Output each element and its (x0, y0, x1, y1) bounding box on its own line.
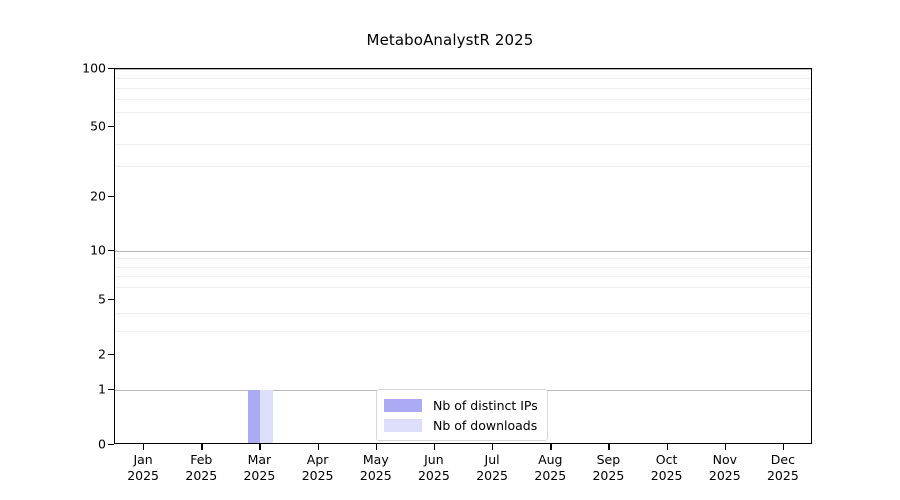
y-tick-mark (108, 68, 114, 70)
x-tick-year: 2025 (650, 468, 683, 483)
legend-swatch-downloads (384, 418, 422, 432)
x-tick-label: Oct 2025 (627, 452, 707, 484)
gridline-minor (115, 87, 811, 89)
gridline-minor (115, 276, 811, 278)
legend-swatch-distinct-ips (384, 398, 422, 412)
x-tick-mark (550, 444, 552, 450)
x-tick-year: 2025 (417, 468, 450, 483)
x-tick-label: Jan 2025 (103, 452, 183, 484)
y-tick-mark (108, 126, 114, 128)
gridline-minor (115, 144, 811, 145)
y-tick-mark (108, 444, 114, 446)
y-tick-label: 2 (98, 346, 106, 362)
y-tick-label: 100 (82, 60, 106, 76)
x-tick-mark (259, 444, 261, 450)
plot-area (114, 68, 812, 444)
x-tick-year: 2025 (476, 468, 508, 483)
legend-item: Nb of distinct IPs (384, 395, 538, 415)
y-tick-label: 0 (98, 436, 106, 452)
x-tick-year: 2025 (534, 468, 567, 483)
x-tick-label: Feb 2025 (161, 452, 241, 484)
x-tick-month: Sep (596, 452, 621, 467)
legend-label: Nb of downloads (433, 417, 538, 433)
x-tick-month: May (362, 452, 389, 467)
y-tick-mark (108, 299, 114, 301)
x-tick-month: Aug (538, 452, 563, 467)
gridline-minor (115, 77, 811, 79)
x-tick-year: 2025 (185, 468, 218, 483)
gridline-minor (115, 266, 811, 268)
y-tick-mark (108, 196, 114, 198)
x-tick-month: Dec (770, 452, 795, 467)
x-tick-mark (201, 444, 203, 450)
x-tick-label: Sep 2025 (568, 452, 648, 484)
x-tick-month: Mar (247, 452, 272, 467)
x-tick-month: Oct (655, 452, 678, 467)
bar-series-layer (115, 69, 811, 443)
x-tick-label: May 2025 (336, 452, 416, 484)
x-tick-label: Mar 2025 (219, 452, 299, 484)
x-tick-year: 2025 (243, 468, 276, 483)
gridline-minor (115, 313, 811, 315)
y-tick-mark (108, 389, 114, 391)
y-tick-label: 1 (98, 381, 106, 397)
x-tick-month: Apr (306, 452, 329, 467)
x-tick-month: Nov (712, 452, 737, 467)
y-tick-label: 50 (90, 118, 106, 134)
x-tick-mark (317, 444, 319, 450)
legend-item: Nb of downloads (384, 415, 538, 435)
gridline-minor (115, 287, 811, 289)
x-tick-mark (375, 444, 378, 450)
x-tick-year: 2025 (592, 468, 625, 483)
y-tick-mark (108, 354, 114, 356)
legend-label: Nb of distinct IPs (433, 397, 538, 413)
x-tick-mark (492, 444, 494, 450)
x-tick-mark (782, 444, 785, 450)
x-tick-year: 2025 (766, 468, 799, 483)
gridline-major (115, 69, 811, 70)
gridline-major (115, 251, 811, 252)
x-tick-mark (666, 444, 668, 450)
y-axis-tick-labels: 100 50 20 10 5 2 1 0 (58, 61, 106, 452)
chart-title: MetaboAnalystR 2025 (366, 31, 534, 49)
x-tick-label: Apr 2025 (278, 452, 358, 484)
x-tick-year: 2025 (301, 468, 334, 483)
gridline-minor (115, 111, 811, 113)
x-tick-month: Jun (424, 452, 444, 467)
x-tick-month: Jul (484, 452, 500, 467)
gridline-minor (115, 330, 811, 332)
x-tick-label: Aug 2025 (510, 452, 590, 484)
x-tick-mark (724, 444, 727, 450)
x-tick-year: 2025 (708, 468, 741, 483)
y-tick-label: 10 (90, 242, 106, 258)
x-tick-year: 2025 (359, 468, 392, 483)
x-tick-label: Jul 2025 (452, 452, 532, 484)
x-tick-mark (143, 444, 145, 450)
y-tick-label: 5 (98, 291, 106, 307)
chart-legend: Nb of distinct IPs Nb of downloads (376, 389, 548, 441)
x-tick-month: Feb (190, 452, 213, 467)
bar-mar-2025-distinct-ips (247, 390, 261, 443)
bar-mar-2025-downloads (260, 390, 274, 443)
x-tick-year: 2025 (127, 468, 159, 483)
x-tick-label: Dec 2025 (743, 452, 823, 484)
y-tick-label: 20 (90, 188, 106, 204)
gridlines (115, 69, 811, 443)
x-tick-month: Jan (133, 452, 153, 467)
gridline-minor (115, 258, 811, 260)
gridline-minor (115, 98, 811, 100)
x-tick-label: Jun 2025 (394, 452, 474, 484)
y-tick-mark (108, 250, 114, 252)
gridline-minor (115, 166, 811, 167)
x-tick-mark (433, 444, 436, 450)
x-tick-label: Nov 2025 (685, 452, 765, 484)
x-tick-mark (608, 444, 610, 450)
